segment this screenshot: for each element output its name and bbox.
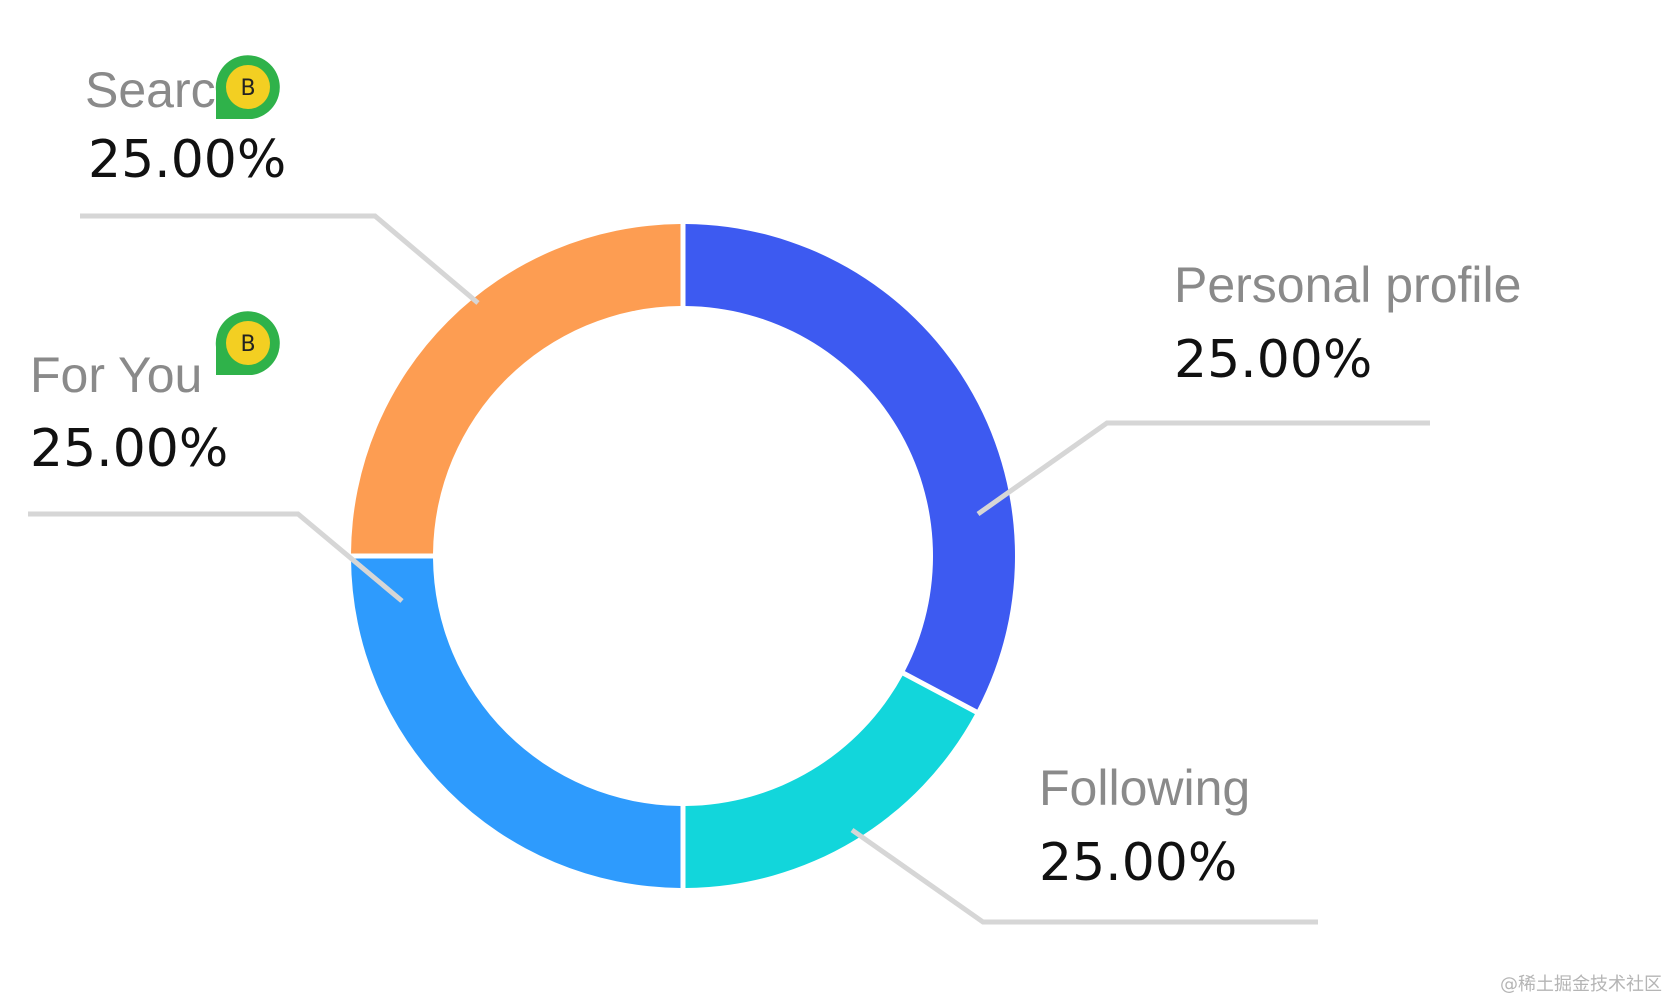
label-following: Following: [1039, 760, 1250, 816]
badge-for-you[interactable]: B: [215, 311, 280, 375]
label-search: Searc: [85, 62, 216, 118]
leader-line-personal-profile: [976, 420, 1430, 517]
badge-for-you-letter: B: [240, 332, 255, 357]
leader-line-following: [850, 827, 1318, 925]
value-search: 25.00%: [88, 130, 286, 190]
slice-search[interactable]: [351, 224, 681, 554]
label-for-you: For You: [30, 347, 202, 403]
leader-line-for-you: [28, 511, 404, 603]
value-for-you: 25.00%: [30, 419, 228, 479]
leader-line-search: [80, 213, 480, 305]
slice-for-you[interactable]: [351, 558, 681, 888]
slice-labels: Personal profile 25.00% Following 25.00%…: [30, 62, 1521, 893]
label-personal-profile: Personal profile: [1174, 257, 1521, 313]
slice-following[interactable]: [685, 675, 975, 888]
value-following: 25.00%: [1039, 833, 1237, 893]
donut-slices: [351, 224, 1015, 888]
watermark: @稀土掘金技术社区: [1500, 974, 1662, 995]
badge-search[interactable]: B: [215, 55, 280, 119]
value-personal-profile: 25.00%: [1174, 330, 1372, 390]
leader-lines: [28, 213, 1430, 925]
badge-search-letter: B: [240, 76, 255, 101]
slice-personal-profile[interactable]: [685, 224, 1015, 710]
